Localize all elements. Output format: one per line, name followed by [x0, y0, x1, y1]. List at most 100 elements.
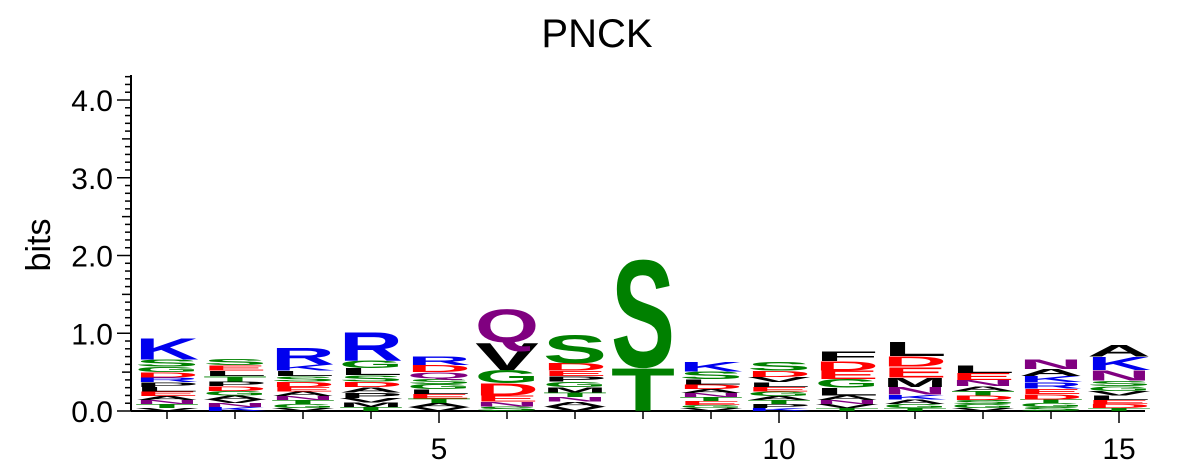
residue-V: V — [203, 398, 267, 404]
residue-K: K — [1087, 353, 1151, 374]
y-tick-label: 1.0 — [71, 318, 113, 351]
residue-S: S — [747, 360, 811, 373]
residue-A: A — [1019, 367, 1083, 378]
residue-T: T — [747, 399, 811, 405]
residue-K: K — [679, 359, 743, 374]
residue-G: G — [339, 359, 403, 371]
residue-R: R — [271, 343, 335, 370]
residue-N: N — [271, 395, 335, 401]
residue-A: A — [815, 394, 879, 401]
residue-L: L — [883, 337, 947, 360]
residue-G: G — [1087, 385, 1151, 392]
residue-L: L — [679, 378, 743, 386]
residue-P: P — [339, 391, 403, 399]
residue-V: V — [339, 397, 403, 404]
residue-E: E — [815, 369, 879, 382]
residue-V: V — [951, 407, 1015, 412]
residue-S: S — [679, 369, 743, 381]
residue-E: E — [747, 386, 811, 393]
residue-E: E — [271, 386, 335, 393]
chart-title: PNCK — [541, 12, 652, 56]
residue-A: A — [407, 402, 471, 408]
residue-D: D — [135, 371, 199, 379]
residue-T: T — [815, 407, 879, 412]
residue-L: L — [271, 369, 335, 377]
residue-P: P — [203, 380, 267, 387]
residue-V: V — [271, 407, 335, 412]
residue-A: A — [135, 395, 199, 401]
y-tick-label: 3.0 — [71, 163, 113, 196]
residue-T: T — [951, 390, 1015, 397]
residue-T: T — [271, 399, 335, 405]
residue-L: L — [339, 366, 403, 377]
residue-A: A — [747, 395, 811, 401]
residue-T: T — [543, 391, 607, 398]
residue-D: D — [815, 359, 879, 373]
residue-G: G — [883, 403, 947, 409]
residue-D: D — [1019, 393, 1083, 401]
residue-L: L — [203, 369, 267, 377]
residue-D: D — [747, 369, 811, 379]
residue-V: V — [815, 403, 879, 409]
residue-E: E — [883, 364, 947, 381]
residue-E: E — [951, 371, 1015, 382]
residue-G: G — [679, 404, 743, 409]
residue-E: E — [475, 394, 539, 404]
residue-K: K — [135, 333, 199, 367]
residue-M: M — [543, 386, 607, 394]
residue-L: L — [407, 388, 471, 395]
residue-A: A — [951, 385, 1015, 392]
residue-L: L — [951, 363, 1015, 375]
residue-T: T — [407, 397, 471, 404]
residue-D: D — [271, 380, 335, 388]
residue-N: N — [203, 402, 267, 408]
y-axis-label: bits — [20, 219, 58, 272]
residue-R: R — [407, 355, 471, 368]
residue-S: S — [135, 358, 199, 369]
residue-D: D — [883, 353, 947, 370]
residue-D: D — [339, 380, 403, 388]
residue-T: T — [1019, 398, 1083, 404]
residue-V: V — [543, 405, 607, 412]
residue-E: E — [203, 364, 267, 372]
residue-V: V — [747, 376, 811, 384]
residue-E: E — [1019, 387, 1083, 395]
residue-G: G — [135, 365, 199, 373]
residue-G: G — [475, 366, 539, 387]
residue-E: E — [679, 400, 743, 406]
residue-G: G — [203, 390, 267, 397]
residue-G: G — [951, 403, 1015, 409]
residue-T: T — [679, 396, 743, 402]
residue-D: D — [407, 363, 471, 374]
residue-D: D — [1087, 403, 1151, 409]
residue-G: G — [271, 403, 335, 409]
residue-Q: Q — [407, 371, 471, 381]
y-tick-label: 2.0 — [71, 241, 113, 274]
residue-F: F — [815, 348, 879, 364]
residue-N: N — [475, 401, 539, 408]
residue-R: R — [339, 323, 403, 369]
residue-A: A — [543, 401, 607, 408]
x-tick-label: 5 — [431, 433, 448, 466]
residue-P: P — [747, 403, 811, 409]
residue-G: G — [747, 390, 811, 397]
residue-S: S — [543, 326, 607, 371]
residue-K: K — [203, 406, 267, 412]
residue-T: T — [203, 375, 267, 383]
residue-G: G — [1019, 402, 1083, 408]
residue-N: N — [883, 385, 947, 397]
residue-R: R — [1019, 381, 1083, 391]
residue-A: A — [679, 388, 743, 394]
